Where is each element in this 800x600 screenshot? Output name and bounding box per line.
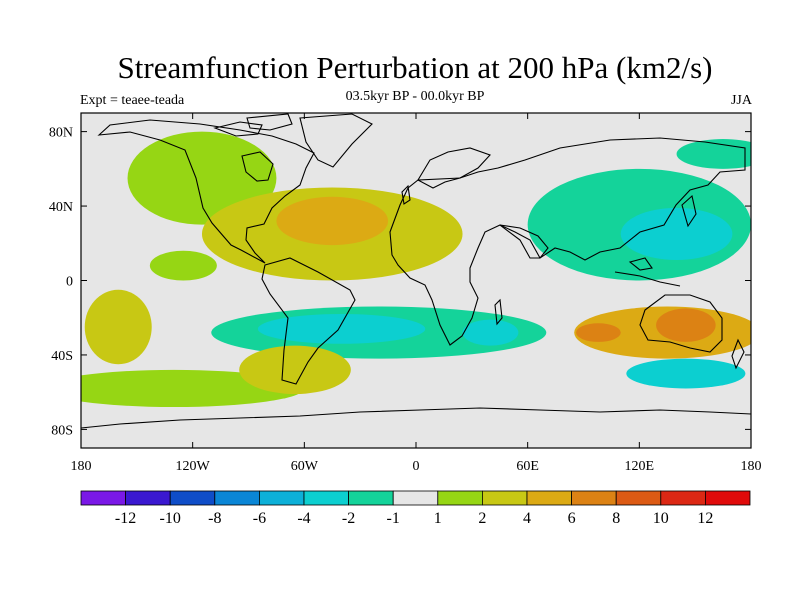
experiment-label: Expt = teaee-teada	[80, 93, 185, 108]
colorbar-swatch	[80, 490, 126, 506]
colorbar-label: 8	[612, 510, 620, 527]
colorbar-swatch	[481, 490, 528, 506]
colorbar-swatch	[660, 490, 706, 506]
field-region	[149, 250, 217, 281]
y-tick-label: 80N	[49, 126, 73, 141]
x-tick-label: 120W	[176, 459, 211, 474]
axes: 180 120W 60W 0 60E 120E 180 80N 40N 0 40S 80S	[49, 113, 762, 474]
field-region	[276, 196, 389, 246]
x-tick-label: 0	[413, 459, 420, 474]
colorbar-swatch	[214, 490, 260, 506]
colorbar-label: -6	[253, 510, 266, 527]
x-tick-label: 180	[741, 459, 762, 474]
colorbar-label: 12	[697, 510, 713, 527]
coastlines	[81, 113, 751, 429]
colorbar-label: 4	[523, 510, 531, 527]
colorbar-swatch	[303, 490, 349, 506]
field-region	[626, 358, 746, 389]
field-region	[656, 308, 716, 342]
season-label: JJA	[730, 93, 752, 108]
colorbar-swatch	[526, 490, 572, 506]
x-tick-label: 60E	[516, 459, 539, 474]
field-layer	[81, 131, 751, 408]
chart-title: Streamfunction Perturbation at 200 hPa (…	[117, 50, 713, 85]
x-tick-label: 60W	[291, 459, 319, 474]
colorbar-swatch	[392, 490, 439, 506]
field-region	[462, 319, 519, 346]
colorbar-label: -4	[297, 510, 310, 527]
colorbar-label: 10	[653, 510, 669, 527]
colorbar-swatch	[125, 490, 171, 506]
colorbar-label: -1	[387, 510, 400, 527]
colorbar-swatch	[348, 490, 394, 506]
x-tick-label: 180	[71, 459, 92, 474]
colorbar-swatch	[571, 490, 617, 506]
colorbar-swatch	[437, 490, 483, 506]
y-tick-label: 40S	[51, 349, 73, 364]
colorbar-label: 1	[434, 510, 442, 527]
field-region	[620, 207, 733, 261]
colorbar-label: -10	[160, 510, 181, 527]
field-region	[576, 323, 621, 342]
x-tick-label: 120E	[625, 459, 655, 474]
y-tick-label: 80S	[51, 423, 73, 438]
field-region	[257, 314, 426, 344]
colorbar-swatch	[615, 490, 662, 506]
chart-subtitle: 03.5kyr BP - 00.0kyr BP	[345, 89, 485, 104]
colorbar: -12 -10 -8 -6 -4 -2 -1 1 2 4 6 8 10 12	[80, 490, 751, 527]
colorbar-label: -12	[115, 510, 136, 527]
colorbar-swatch	[169, 490, 216, 506]
colorbar-swatch	[258, 490, 305, 506]
colorbar-label: -8	[208, 510, 221, 527]
colorbar-swatch	[705, 490, 751, 506]
y-tick-label: 0	[66, 275, 73, 290]
field-region	[84, 289, 152, 365]
field-region	[127, 131, 277, 225]
field-region	[676, 139, 751, 169]
colorbar-label: 2	[478, 510, 486, 527]
y-tick-label: 40N	[49, 200, 73, 215]
colorbar-label: 6	[568, 510, 576, 527]
colorbar-label: -2	[342, 510, 355, 527]
field-region	[239, 345, 351, 395]
